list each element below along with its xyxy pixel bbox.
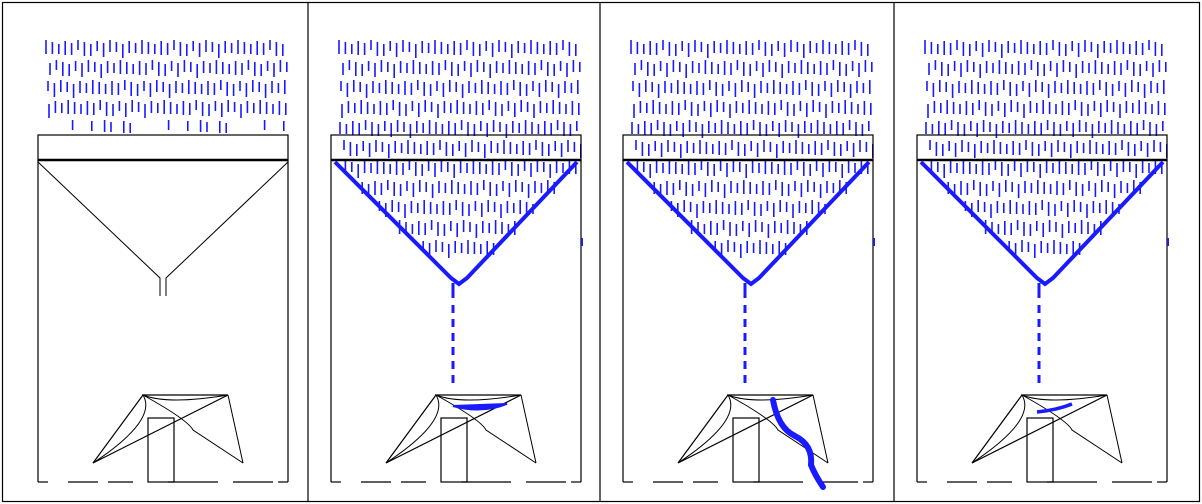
bucket-right-chamber xyxy=(435,394,537,464)
tipping-bucket xyxy=(385,393,537,483)
bucket-left-chamber xyxy=(92,394,229,464)
bucket-left-chamber xyxy=(677,394,814,464)
bucket-right-chamber xyxy=(727,394,829,464)
bucket-right-chamber xyxy=(142,394,244,464)
collector-rim xyxy=(37,134,289,161)
bucket-right-chamber xyxy=(1021,394,1123,464)
panel-4-bucket-reset xyxy=(916,40,1169,483)
bucket-right-edge xyxy=(520,394,537,464)
bucket-right-edge xyxy=(812,394,829,464)
raindrops xyxy=(924,40,1168,258)
raindrops xyxy=(45,40,288,133)
bucket-water xyxy=(452,403,508,411)
bucket-stand xyxy=(147,417,175,483)
panel-3-bucket-tipping xyxy=(622,40,875,490)
funnel-left xyxy=(37,161,161,296)
tipping-bucket xyxy=(971,393,1123,483)
bucket-water xyxy=(1036,402,1073,414)
raindrops xyxy=(630,40,874,258)
funnel-right xyxy=(165,161,289,296)
bucket-stand xyxy=(1026,417,1054,483)
bucket-left-chamber xyxy=(385,394,522,464)
collector-rim xyxy=(330,134,582,161)
tipping-bucket xyxy=(677,393,829,490)
bucket-stand xyxy=(732,417,760,483)
collector-rim xyxy=(622,134,874,161)
funnel-wet xyxy=(625,160,871,287)
funnel-wet xyxy=(919,160,1165,287)
collector-rim xyxy=(916,134,1168,161)
raindrops xyxy=(338,40,582,258)
funnel-wet xyxy=(333,160,579,287)
bucket-right-edge xyxy=(1106,394,1123,464)
panel-1-rain-falling xyxy=(37,40,289,483)
bucket-right-edge xyxy=(227,394,244,464)
bucket-stand xyxy=(440,417,468,483)
bucket-left-chamber xyxy=(971,394,1108,464)
spilling-water xyxy=(770,397,826,490)
panel-2-bucket-filling xyxy=(330,40,583,483)
tipping-bucket xyxy=(92,393,244,483)
